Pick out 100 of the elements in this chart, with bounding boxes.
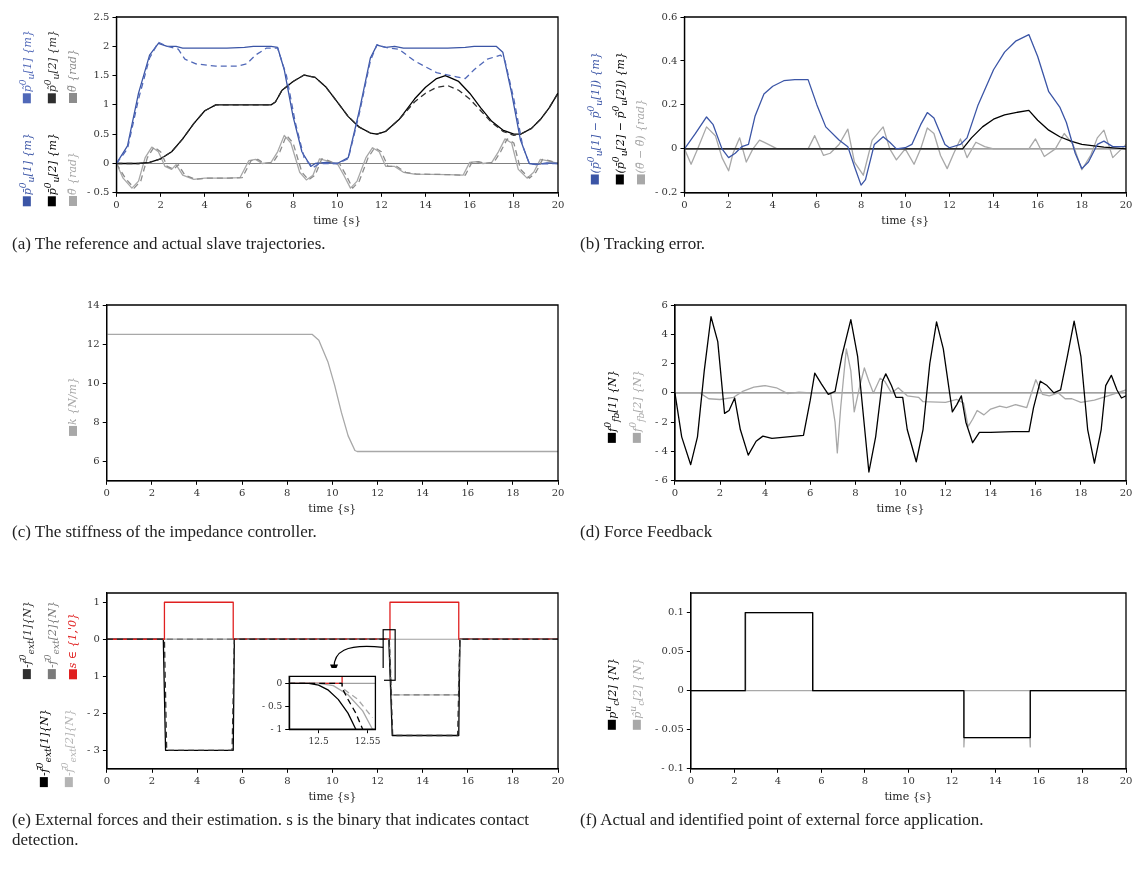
y-tick-label: 0.1 [667, 606, 684, 618]
x-tick-label: 10 [326, 775, 339, 787]
y-tick-label: 1 [93, 595, 100, 607]
y-tick-label: - 4 [655, 445, 668, 457]
x-tick-label: 10 [326, 487, 339, 499]
y-tick-label: - 0.1 [661, 762, 684, 774]
y-tick-label: 0.2 [661, 98, 678, 110]
x-tick-label: 2 [731, 775, 738, 787]
x-tick-label: 20 [551, 775, 565, 787]
x-tick-label: 16 [1032, 775, 1046, 787]
y-tick-label: 1.5 [93, 69, 110, 81]
y-tick-label: 1 [103, 98, 110, 110]
x-tick-label: 4 [193, 775, 201, 787]
x-tick-label: 10 [898, 199, 912, 211]
text: s ∈ {1,'0} [66, 612, 80, 668]
x-tick-label: 10 [894, 487, 907, 499]
y-tick-label: 0 [671, 142, 678, 154]
x-tick-label: 4 [774, 775, 782, 787]
text: (c) The stiffness of the impedance controller. [11, 522, 318, 542]
x-tick-label: 14 [419, 199, 432, 211]
y-tick-label: 14 [86, 298, 100, 310]
y-tick-label: - 3 [87, 743, 100, 755]
y-tick-label: 2 [661, 357, 668, 369]
x-tick-label: 6 [245, 199, 253, 211]
text: θ̃ {rad} [66, 49, 80, 92]
x-tick-label: 4 [769, 199, 776, 211]
x-tick-label: 18 [507, 199, 521, 211]
x-tick-label: 12 [375, 199, 388, 211]
x-tick-label: 16 [1029, 487, 1043, 499]
x-axis-title: time {s} [884, 790, 933, 804]
x-axis-title: time {s} [308, 502, 357, 516]
x-tick-label: 2 [716, 487, 724, 499]
y-tick-label: 0.6 [661, 10, 678, 22]
x-axis-title: time {s} [876, 502, 925, 516]
x-tick-label: 14 [989, 775, 1002, 787]
text: (b) Tracking error. [579, 234, 707, 254]
x-tick-label: 14 [416, 775, 430, 787]
x-tick-label: 18 [1075, 199, 1089, 211]
text: θ̄ {rad} [66, 152, 80, 196]
x-tick-label: 18 [506, 487, 520, 499]
x-axis-title: time {s} [313, 214, 362, 228]
x-tick-label: 18 [1074, 487, 1088, 499]
text: (e) External forces and their estimation. s is the binary that indicates contact detection. [11, 810, 530, 850]
x-tick-label: 20 [1119, 487, 1133, 499]
x-tick-label: 16 [461, 775, 475, 787]
text: (a) The reference and actual slave trajectories. [11, 234, 327, 254]
x-tick-label: 6 [813, 199, 821, 211]
x-tick-label: 12.55 [354, 735, 381, 746]
y-tick-label: 0.4 [661, 54, 678, 66]
y-tick-label: 6 [93, 454, 100, 466]
x-tick-label: 4 [193, 487, 201, 499]
y-tick-label: 0 [661, 386, 668, 398]
x-tick-label: 0 [113, 199, 120, 211]
x-tick-label: 8 [852, 487, 859, 499]
x-tick-label: 12 [939, 487, 952, 499]
x-tick-label: 18 [1076, 775, 1089, 787]
y-tick-label: - 2 [87, 706, 100, 718]
x-tick-label: 6 [238, 487, 246, 499]
y-tick-label: 0 [677, 684, 684, 696]
x-tick-label: 4 [201, 199, 208, 211]
x-tick-label: 6 [807, 487, 814, 499]
x-tick-label: 2 [725, 199, 732, 211]
y-tick-label: 4 [661, 327, 668, 339]
x-tick-label: 10 [330, 199, 344, 211]
x-tick-label: 12 [945, 775, 959, 787]
x-tick-label: 18 [506, 775, 520, 787]
y-tick-label: 0 [103, 157, 110, 169]
y-tick-label: - 0.2 [654, 186, 678, 198]
y-tick-label: 1 [93, 669, 100, 681]
x-tick-label: 16 [1031, 199, 1045, 211]
x-tick-label: 8 [284, 487, 291, 499]
x-axis-title: time {s} [308, 790, 357, 804]
x-tick-label: 14 [984, 487, 998, 499]
x-tick-label: 20 [1119, 775, 1133, 787]
text: (θ̄ − θ̃) {rad} [634, 98, 648, 174]
x-tick-label: 16 [461, 487, 475, 499]
x-tick-label: 14 [416, 487, 429, 499]
y-tick-label: - 0.05 [655, 723, 684, 735]
x-tick-label: 8 [289, 199, 297, 211]
x-tick-label: 8 [861, 775, 869, 787]
x-tick-label: 6 [818, 775, 825, 787]
x-tick-label: 2 [157, 199, 164, 211]
y-tick-label: 12 [86, 337, 100, 349]
y-tick-label: 6 [661, 298, 668, 310]
x-tick-label: 2 [148, 487, 156, 499]
x-tick-label: 4 [761, 487, 769, 499]
y-tick-label: - 0.5 [86, 186, 110, 198]
x-tick-label: 12 [371, 487, 384, 499]
x-tick-label: 10 [902, 775, 915, 787]
x-tick-label: 6 [239, 775, 246, 787]
y-tick-label: - 2 [655, 415, 668, 427]
y-tick-label: 0 [276, 677, 283, 688]
x-tick-label: 8 [857, 199, 865, 211]
x-tick-label: 14 [987, 199, 1000, 211]
text: k {N/m} [66, 376, 80, 425]
x-tick-label: 12.5 [308, 735, 329, 746]
y-tick-label: - 0.5 [262, 700, 283, 711]
y-tick-label: 0.05 [661, 645, 684, 657]
y-tick-label: 8 [93, 415, 100, 427]
y-tick-label: 2.5 [93, 10, 110, 22]
